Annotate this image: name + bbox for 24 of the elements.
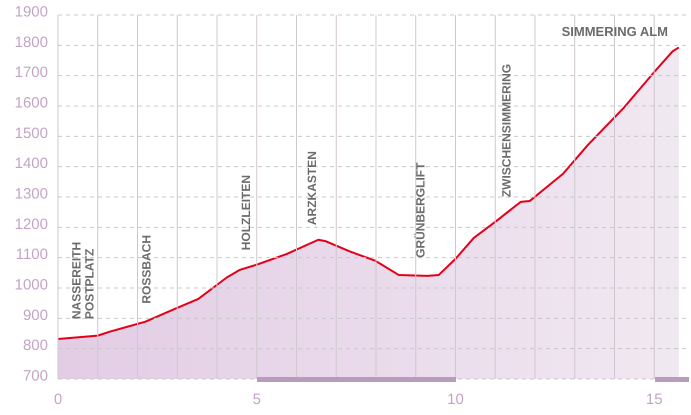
y-tick-label: 1200 (14, 216, 48, 233)
y-tick-label: 800 (22, 337, 48, 354)
x-tick-label: 5 (252, 391, 261, 408)
annotation: NASSEREITH POSTPLATZ (69, 242, 96, 320)
y-tick-label: 1500 (14, 124, 48, 142)
y-tick-label: 1800 (14, 34, 48, 51)
x-tick-label: 15 (646, 391, 663, 408)
y-tick-label: 1100 (16, 246, 48, 264)
annotation: ROSSBACH (139, 235, 154, 304)
y-tick-label: 1000 (14, 276, 48, 294)
y-tick-label: 1400 (14, 155, 48, 172)
y-tick-label: 1600 (14, 94, 48, 112)
y-tick-label: 1900 (14, 4, 48, 20)
y-tick-label: 1700 (14, 64, 48, 82)
annotation: HOLZLEITEN (238, 174, 253, 250)
y-tick-label: 900 (22, 306, 48, 324)
annotation: ZWISCHENSIMMERING (500, 64, 514, 198)
x-tick-label: 10 (447, 391, 464, 408)
annotation: GRÜNBERGLIFT (414, 162, 428, 258)
y-tick-label: 700 (22, 368, 48, 384)
y-tick-label: 1300 (14, 186, 48, 202)
annotation: SIMMERING ALM (562, 24, 668, 39)
x-tick-label: 0 (54, 391, 62, 408)
annotation: ARZKASTEN (305, 151, 320, 226)
